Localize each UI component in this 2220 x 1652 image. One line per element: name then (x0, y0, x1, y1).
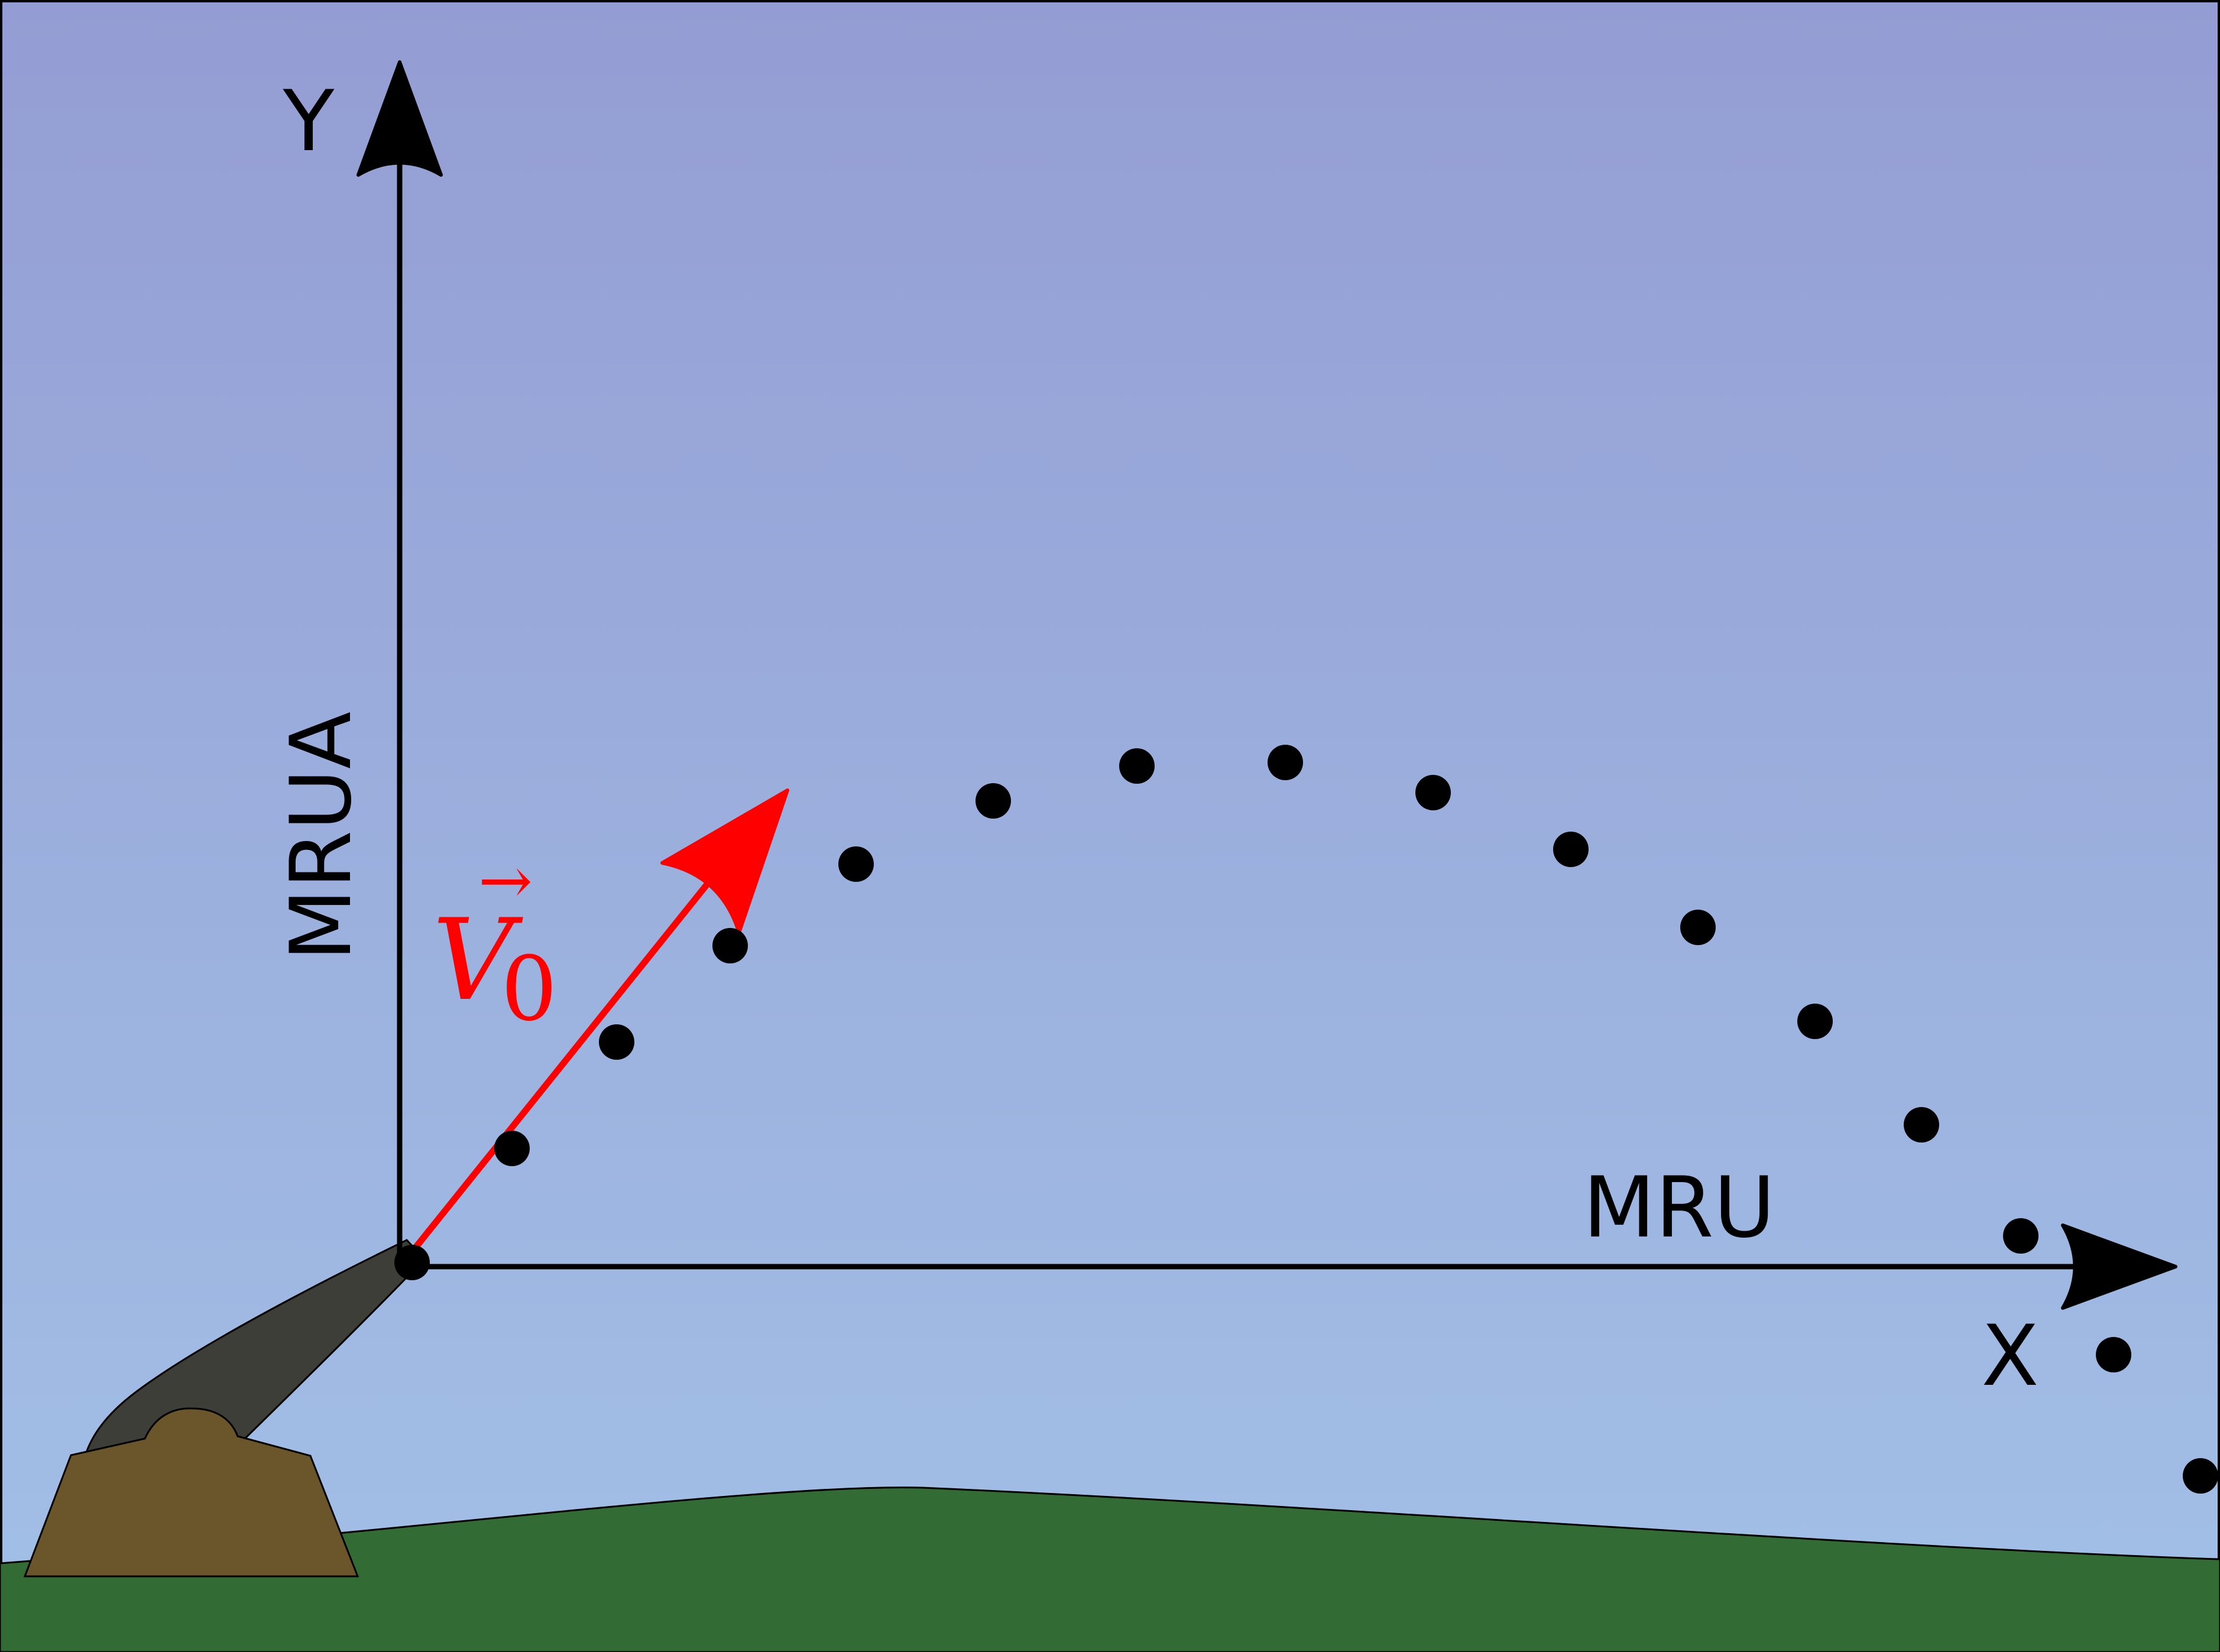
velocity-label: → V 0 (432, 843, 557, 1041)
trajectory-point (1415, 775, 1451, 810)
cannon-barrel (83, 1239, 426, 1461)
horizontal-motion-label: MRU (1583, 1159, 1775, 1257)
ground-hill (0, 1487, 2220, 1652)
x-axis (400, 1223, 2177, 1310)
trajectory-point (975, 783, 1011, 819)
trajectory-point (712, 928, 748, 963)
trajectory-points (394, 745, 2218, 1494)
y-axis-label: Y (283, 73, 335, 170)
velocity-symbol: V (432, 895, 523, 1025)
trajectory-point (599, 1024, 634, 1060)
velocity-arrow-glyph: → (478, 843, 533, 919)
velocity-vector-shaft (409, 861, 727, 1254)
trajectory-point (1119, 748, 1155, 784)
trajectory-point (394, 1245, 430, 1280)
trajectory-point (1904, 1107, 1939, 1143)
trajectory-point (2003, 1218, 2038, 1254)
y-axis (357, 60, 443, 1262)
x-axis-arrowhead (2061, 1223, 2177, 1310)
trajectory-point (494, 1131, 530, 1166)
trajectory-point (1797, 1004, 1833, 1039)
trajectory-point (1553, 832, 1589, 867)
x-axis-label: X (1981, 1307, 2038, 1405)
trajectory-point (838, 846, 874, 882)
velocity-subscript: 0 (501, 938, 557, 1041)
initial-velocity-vector (409, 788, 789, 1254)
trajectory-point (2183, 1458, 2218, 1494)
velocity-vector-arrowhead (660, 788, 789, 934)
trajectory-point (1680, 910, 1716, 945)
trajectory-point (1268, 745, 1303, 780)
trajectory-point (2096, 1337, 2131, 1372)
cannon-base (23, 1407, 359, 1578)
y-axis-arrowhead (357, 60, 443, 177)
vertical-motion-label: MRUA (273, 712, 370, 961)
